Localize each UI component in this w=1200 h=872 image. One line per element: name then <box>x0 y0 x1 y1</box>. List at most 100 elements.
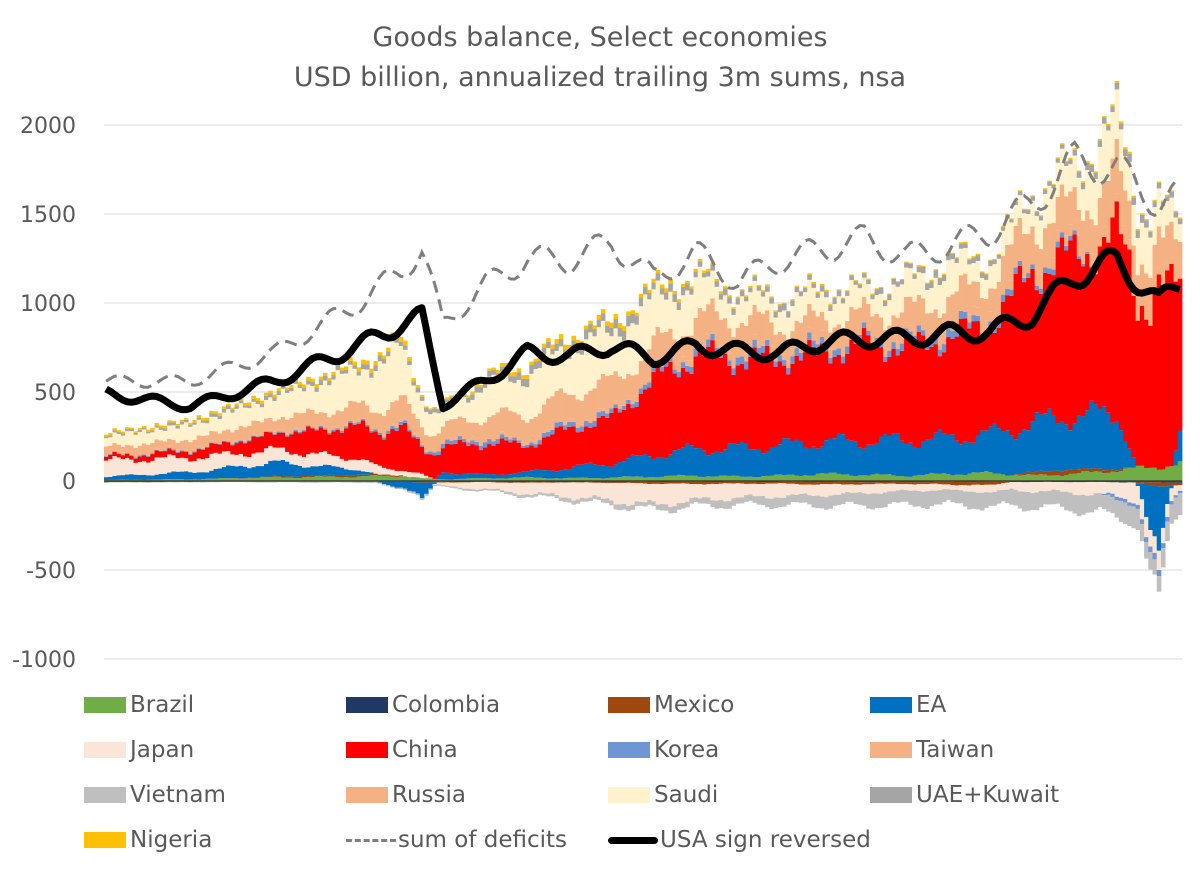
bar-segment-nigeria <box>904 261 909 263</box>
bar-segment-vietnam <box>680 503 686 509</box>
bar-segment-uae-kuwait <box>386 351 391 357</box>
bar-segment-uae-kuwait <box>108 435 113 438</box>
bar-segment-korea <box>773 361 779 367</box>
bar-segment-japan <box>301 456 307 468</box>
bar-segment-ea <box>192 472 198 480</box>
bar-segment-china <box>845 353 850 440</box>
bar-segment-korea <box>537 440 543 445</box>
bar-segment-uae-kuwait <box>184 419 189 423</box>
bar-segment-china <box>470 444 475 474</box>
bar-segment-russia <box>179 440 185 449</box>
bar-segment-brazil <box>701 476 707 481</box>
bar-segment-korea <box>1156 570 1162 577</box>
bar-segment-vietnam <box>280 481 286 483</box>
bar-segment-mexico <box>293 476 299 479</box>
bar-segment-korea <box>1177 490 1183 494</box>
bar-segment-japan <box>638 483 644 502</box>
bar-segment-china <box>659 371 665 458</box>
bar-segment-taiwan <box>255 434 261 437</box>
bar-segment-vietnam <box>748 494 753 501</box>
bar-segment-china <box>226 442 231 451</box>
bar-segment-ea <box>1080 416 1086 469</box>
bar-segment-mexico <box>861 482 867 485</box>
bar-segment-mexico <box>297 476 303 478</box>
bar-segment-russia <box>706 304 711 335</box>
bar-segment-taiwan <box>205 445 210 447</box>
bar-segment-china <box>504 440 509 475</box>
bar-segment-brazil <box>668 475 673 481</box>
bar-segment-japan <box>1173 485 1179 496</box>
bar-segment-mexico <box>251 477 256 479</box>
bar-segment-china <box>1152 289 1158 468</box>
bar-segment-korea <box>314 429 320 431</box>
bar-segment-taiwan <box>803 337 808 344</box>
bar-segment-taiwan <box>1106 232 1111 243</box>
bar-segment-ea <box>512 473 518 478</box>
bar-segment-nigeria <box>306 376 311 381</box>
bar-segment-mexico <box>1139 482 1145 484</box>
bar-segment-uae-kuwait <box>1123 149 1128 157</box>
bar-segment-vietnam <box>866 494 871 509</box>
bar-segment-china <box>440 448 446 473</box>
bar-segment-saudi <box>255 403 261 421</box>
bar-segment-taiwan <box>162 448 168 451</box>
bar-segment-russia <box>920 298 926 324</box>
bar-segment-russia <box>541 404 547 430</box>
bar-segment-russia <box>162 441 168 449</box>
bar-segment-korea <box>765 339 770 346</box>
bar-segment-china <box>1068 240 1073 431</box>
bar-segment-saudi <box>558 346 564 389</box>
bar-segment-china <box>836 354 842 434</box>
bar-segment-brazil <box>520 477 526 481</box>
bar-segment-uae-kuwait <box>1118 123 1124 130</box>
bar-segment-russia <box>1131 245 1137 286</box>
bar-segment-nigeria <box>301 384 307 389</box>
bar-segment-japan <box>415 472 421 478</box>
bar-segment-korea <box>221 440 227 442</box>
bar-segment-ea <box>765 451 770 476</box>
month-bar-stack <box>937 277 943 505</box>
bar-segment-ea <box>562 469 568 479</box>
bar-segment-uae-kuwait <box>984 274 989 280</box>
bar-segment-china <box>857 340 863 448</box>
bar-segment-saudi <box>866 284 871 304</box>
bar-segment-brazil <box>558 478 564 481</box>
bar-segment-russia <box>499 407 505 432</box>
bar-segment-japan <box>571 482 577 501</box>
bar-segment-mexico <box>1055 470 1061 476</box>
bar-segment-vietnam <box>453 486 459 489</box>
bar-segment-vietnam <box>167 481 172 483</box>
bar-segment-saudi <box>655 280 661 327</box>
bar-segment-uae-kuwait <box>1101 117 1107 124</box>
bar-segment-taiwan <box>891 334 897 343</box>
bar-segment-brazil <box>571 477 577 481</box>
bar-segment-saudi <box>790 306 795 332</box>
bar-segment-nigeria <box>1118 121 1124 124</box>
bar-segment-china <box>866 335 871 445</box>
bar-segment-russia <box>1156 226 1162 268</box>
bar-segment-nigeria <box>373 361 379 366</box>
bar-segment-korea <box>840 356 846 364</box>
bar-segment-russia <box>133 447 139 456</box>
bar-segment-mexico <box>895 481 901 485</box>
bar-segment-nigeria <box>297 382 303 386</box>
bar-segment-taiwan <box>988 311 993 322</box>
bar-segment-brazil <box>344 477 349 481</box>
bar-segment-uae-kuwait <box>735 298 741 305</box>
bar-segment-vietnam <box>411 491 417 494</box>
bar-segment-saudi <box>1072 155 1078 188</box>
bar-segment-korea <box>613 404 619 409</box>
bar-segment-taiwan <box>984 320 989 332</box>
bar-segment-taiwan <box>1051 257 1057 270</box>
bar-segment-saudi <box>365 369 370 406</box>
bar-segment-korea <box>861 322 867 328</box>
bar-segment-china <box>398 424 404 471</box>
bar-segment-mexico <box>832 481 838 484</box>
bar-segment-korea <box>798 352 804 361</box>
bar-segment-china <box>306 426 311 455</box>
bar-segment-japan <box>621 483 627 505</box>
legend-item: Mexico <box>608 690 734 720</box>
bar-segment-russia <box>339 411 345 429</box>
bar-segment-uae-kuwait <box>613 319 619 329</box>
month-bar-stack <box>600 309 606 503</box>
